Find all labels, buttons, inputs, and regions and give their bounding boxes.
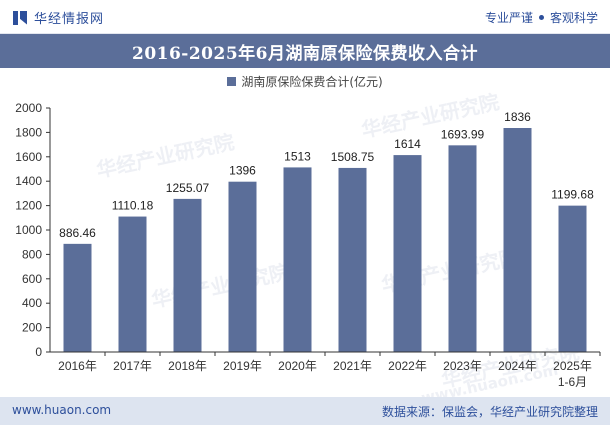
tagline-professional: 专业严谨 <box>484 11 533 25</box>
x-tick-label: 1-6月 <box>558 375 587 389</box>
y-tick-label: 2000 <box>15 101 42 115</box>
chart-legend: 湖南原保险保费合计(亿元) <box>0 73 610 90</box>
bar-value-label: 1396 <box>229 164 256 178</box>
y-tick-label: 1800 <box>15 125 42 139</box>
bar[interactable] <box>503 128 532 352</box>
y-tick-label: 400 <box>22 296 42 310</box>
bar[interactable] <box>558 205 587 352</box>
tagline-objective: 客观科学 <box>549 11 598 25</box>
y-axis: 0 200 400 600 800 1000 1200 1400 1600 1800 2000 <box>15 101 51 359</box>
x-tick-label: 2018年 <box>168 359 207 373</box>
bar-value-label: 1199.68 <box>551 188 594 202</box>
chart-title: 2016-2025年6月湖南原保险保费收入合计 <box>131 43 478 64</box>
bar-value-label: 1513 <box>284 149 311 163</box>
bar-value-label: 1693.99 <box>441 127 485 141</box>
x-tick-label: 2025年 <box>553 359 592 373</box>
legend-swatch <box>227 77 237 86</box>
bar-value-label: 1836 <box>504 110 531 124</box>
x-tick-label: 2017年 <box>113 359 152 373</box>
x-tick-label: 2024年 <box>498 359 537 373</box>
header-bar: 华经情报网 专业严谨 客观科学 <box>0 0 610 34</box>
chart-title-bar: 2016-2025年6月湖南原保险保费收入合计 <box>0 34 610 68</box>
brand-name: 华经情报网 <box>34 12 105 27</box>
footer-website[interactable]: www.huaon.com <box>12 403 112 417</box>
bar[interactable] <box>173 198 202 352</box>
footer-source: 数据来源：保监会，华经产业研究院整理 <box>381 405 598 419</box>
bar[interactable] <box>338 167 367 352</box>
y-tick-label: 800 <box>22 247 42 261</box>
bar-chart: 0 200 400 600 800 1000 1200 1400 1600 1800 2000 88… <box>15 101 601 389</box>
x-tick-label: 2021年 <box>333 359 372 373</box>
bar[interactable] <box>63 243 92 352</box>
x-tick-label: 2022年 <box>388 359 427 373</box>
value-labels: 886.46 1110.18 1255.07 1396 1513 1508.75 1614 1… <box>59 110 594 240</box>
y-tick-label: 1000 <box>15 223 42 237</box>
y-tick-label: 600 <box>22 272 42 286</box>
bar[interactable] <box>393 155 422 352</box>
bar-value-label: 1110.18 <box>112 199 154 213</box>
tagline: 专业严谨 客观科学 <box>485 9 598 26</box>
bar-value-label: 1508.75 <box>331 150 375 164</box>
x-tick-label: 2019年 <box>223 359 262 373</box>
x-tick-label: 2023年 <box>443 359 482 373</box>
x-tick-label: 2020年 <box>278 359 317 373</box>
bullet-dot-icon <box>538 15 544 20</box>
bar[interactable] <box>448 145 477 352</box>
legend-label: 湖南原保险保费合计(亿元) <box>241 75 383 89</box>
y-tick-label: 1400 <box>15 174 42 188</box>
bar-value-label: 1614 <box>394 137 421 151</box>
y-tick-label: 1600 <box>15 150 42 164</box>
x-axis: 2016年 2017年 2018年 2019年 2020年 2021年 2022年 2023年… <box>50 351 601 389</box>
y-tick-label: 200 <box>22 321 42 335</box>
y-tick-label: 0 <box>35 345 42 359</box>
y-tick-label: 1200 <box>15 199 42 213</box>
brand-logo-icon <box>12 10 28 26</box>
brand[interactable]: 华经情报网 <box>12 8 104 27</box>
bar-value-label: 886.46 <box>59 226 96 240</box>
bar[interactable] <box>228 181 257 352</box>
bar-series <box>63 128 587 352</box>
bar[interactable] <box>118 216 147 352</box>
x-tick-label: 2016年 <box>58 359 97 373</box>
bar[interactable] <box>283 167 312 352</box>
footer-bar: www.huaon.com 数据来源：保监会，华经产业研究院整理 <box>0 397 610 425</box>
bar-value-label: 1255.07 <box>166 181 210 195</box>
